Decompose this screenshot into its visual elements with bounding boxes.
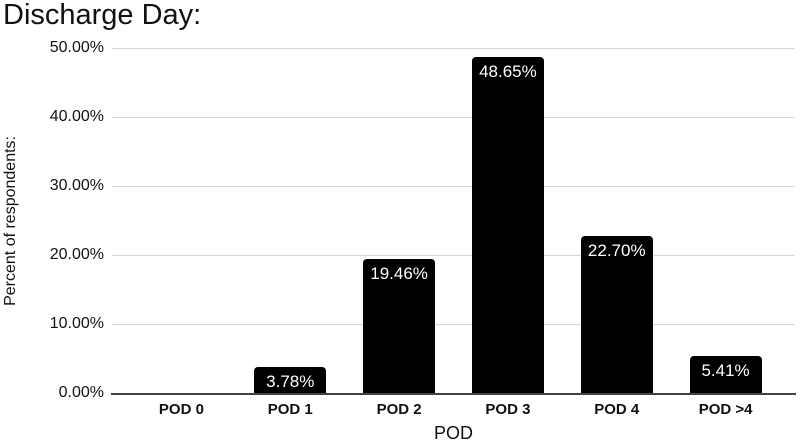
x-tick-label-5: POD >4 <box>698 401 753 418</box>
bar-value-label: 3.78% <box>266 371 315 391</box>
bar-value-label: 5.41% <box>701 360 750 380</box>
x-axis-line <box>111 393 796 395</box>
bar-value-label: 19.46% <box>370 263 428 283</box>
x-axis-title: POD <box>433 423 473 443</box>
x-tick-label-3: POD 3 <box>485 401 531 418</box>
chart-title: Discharge Day: <box>3 0 202 31</box>
bar-pod-4: 22.70% <box>580 236 653 393</box>
y-axis-title: Percent of respondents: <box>2 135 19 306</box>
y-tick-label-40: 40.00% <box>49 108 104 125</box>
bar-pod-2: 19.46% <box>363 258 436 393</box>
bar-value-label: 48.65% <box>479 62 537 82</box>
y-tick-label-20: 20.00% <box>49 246 104 263</box>
bar-pod-3: 48.65% <box>471 57 544 393</box>
gridline-40 <box>112 117 795 118</box>
bar-pod-4: 5.41% <box>689 355 762 393</box>
y-tick-label-30: 30.00% <box>49 177 104 194</box>
x-tick-label-0: POD 0 <box>158 401 204 418</box>
bar-value-label: 22.70% <box>587 241 646 261</box>
y-tick-label-10: 10.00% <box>49 315 104 332</box>
x-tick-label-2: POD 2 <box>376 401 422 418</box>
y-axis-title-wrap: Percent of respondents: <box>0 48 22 393</box>
bar-pod-1: 3.78% <box>254 366 327 393</box>
gridline-50 <box>112 48 795 49</box>
x-tick-label-1: POD 1 <box>267 401 313 418</box>
gridline-20 <box>112 255 795 256</box>
gridline-10 <box>112 324 795 325</box>
y-tick-label-50: 50.00% <box>49 39 104 56</box>
x-tick-label-4: POD 4 <box>594 401 640 418</box>
gridline-30 <box>112 186 795 187</box>
y-tick-label-0: 0.00% <box>58 384 104 401</box>
